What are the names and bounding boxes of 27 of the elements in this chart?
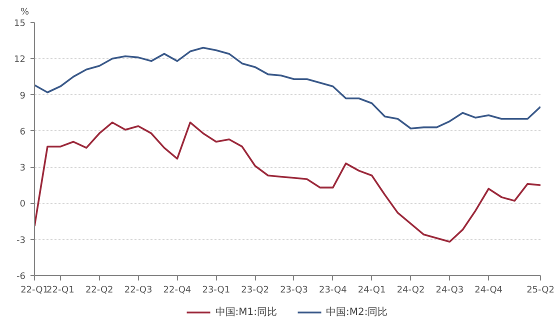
x-tick-label: 22-Q1 [20,286,48,296]
line-series [34,122,540,243]
line-series [34,46,540,130]
x-tick-label: 22-Q1 [46,286,74,296]
x-tick-label: 24-Q2 [396,286,425,296]
y-tick-label: 15 [14,19,26,29]
y-tick-label: 12 [14,55,26,66]
x-tick-label: 25-Q2 [526,286,554,296]
x-tick-label: 23-Q4 [318,286,348,296]
y-tick-label: 9 [20,91,26,102]
y-tick-label: 6 [20,127,26,138]
x-tick-label: 23-Q2 [241,286,269,296]
legend-label: 中国:M1:同比 [215,306,277,319]
y-tick-label: 3 [20,164,26,174]
x-tick-label: 22-Q3 [124,286,152,296]
x-tick-label: 22-Q4 [163,286,192,296]
x-tick-label: 24-Q3 [436,286,464,296]
x-tick-label: 24-Q1 [358,286,386,296]
x-tick-label: 24-Q4 [474,286,503,296]
y-tick-label: 0 [20,200,26,210]
legend-label: 中国:M2:同比 [326,306,388,319]
x-tick-label: 22-Q2 [85,286,114,296]
y-tick-label: -3 [16,236,26,246]
x-tick-label: 23-Q3 [280,286,308,296]
y-axis-title: % [20,8,30,18]
y-tick-label: -6 [16,272,26,282]
x-tick-label: 23-Q1 [202,286,230,296]
